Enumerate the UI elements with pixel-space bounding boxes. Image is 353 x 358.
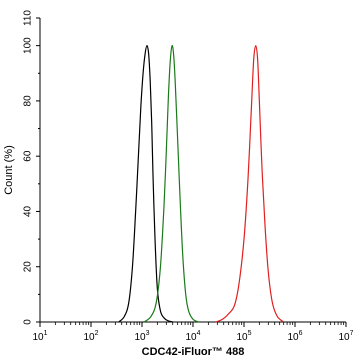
x-tick-label: 102 (83, 330, 98, 343)
histogram-curves (118, 45, 285, 323)
histogram-series-3 (215, 45, 285, 323)
y-tick-label: 80 (23, 95, 34, 107)
histogram-series-1 (118, 45, 173, 323)
plot-axes (39, 18, 346, 323)
x-tick-label: 101 (32, 330, 47, 343)
histogram-series-2 (143, 45, 200, 323)
y-tick-label: 0 (23, 319, 34, 325)
x-tick-label: 107 (338, 330, 353, 343)
y-tick-label: 60 (23, 150, 34, 162)
x-tick-label: 103 (134, 330, 149, 343)
y-tick-label: 20 (23, 261, 34, 273)
x-tick-label: 106 (287, 330, 302, 343)
x-tick-label: 105 (236, 330, 251, 343)
y-axis-title: Count (%) (3, 145, 15, 195)
y-tick-label: 100 (23, 37, 34, 54)
y-tick-label: 40 (23, 205, 34, 217)
y-tick-label: 110 (23, 10, 34, 26)
axis-ticks: 0 20 40 60 80 100 110 101 102 103 104 105 106 107 (23, 10, 353, 343)
x-axis-title: CDC42-iFluor™ 488 (142, 346, 245, 358)
x-tick-label: 104 (185, 330, 200, 343)
